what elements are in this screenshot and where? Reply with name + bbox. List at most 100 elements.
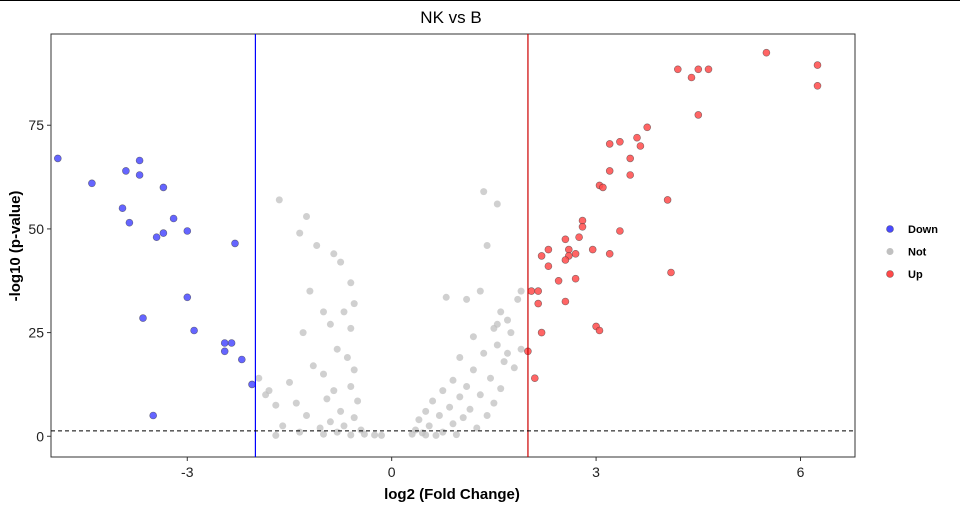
point-up bbox=[605, 167, 614, 175]
series-up bbox=[524, 48, 822, 383]
point-not bbox=[497, 385, 505, 393]
legend: Down Not Up bbox=[886, 224, 938, 281]
y-tick-label: 75 bbox=[28, 117, 44, 133]
x-axis: -3 0 3 6 bbox=[181, 457, 805, 480]
point-up bbox=[643, 123, 652, 132]
point-up bbox=[588, 245, 597, 254]
legend-label: Up bbox=[908, 269, 923, 281]
point-not bbox=[296, 428, 304, 436]
legend-label: Down bbox=[908, 224, 938, 236]
point-up bbox=[813, 82, 822, 90]
chart-title: NK vs B bbox=[420, 8, 481, 27]
point-not bbox=[337, 407, 345, 415]
point-not bbox=[425, 422, 433, 430]
point-not bbox=[360, 430, 368, 438]
plot-panel bbox=[50, 33, 856, 458]
point-not bbox=[466, 405, 474, 413]
point-not bbox=[480, 188, 488, 196]
point-up bbox=[527, 287, 536, 295]
point-not bbox=[493, 200, 501, 208]
point-down bbox=[220, 339, 229, 347]
point-down bbox=[190, 326, 198, 335]
point-not bbox=[493, 320, 501, 328]
point-not bbox=[279, 422, 287, 430]
y-axis: 0 25 50 75 bbox=[28, 117, 51, 444]
point-not bbox=[439, 428, 447, 436]
point-up bbox=[636, 142, 645, 150]
legend-key bbox=[886, 270, 894, 278]
point-not bbox=[347, 279, 355, 287]
x-tick-label: -3 bbox=[181, 464, 194, 480]
point-not bbox=[456, 354, 464, 361]
series-not bbox=[255, 188, 525, 439]
point-up bbox=[616, 227, 624, 235]
point-up bbox=[571, 274, 580, 283]
point-not bbox=[323, 395, 331, 403]
point-not bbox=[476, 391, 484, 399]
point-down bbox=[159, 229, 168, 237]
point-up bbox=[762, 48, 771, 57]
point-not bbox=[320, 430, 327, 438]
point-down bbox=[135, 156, 144, 165]
point-not bbox=[333, 345, 341, 353]
point-not bbox=[459, 414, 467, 422]
point-up bbox=[667, 268, 675, 277]
point-not bbox=[350, 300, 358, 308]
point-not bbox=[262, 391, 270, 399]
x-tick-label: 3 bbox=[592, 464, 600, 480]
point-down bbox=[88, 179, 96, 188]
threshold-lines bbox=[51, 34, 855, 457]
legend-key bbox=[886, 248, 894, 255]
point-not bbox=[303, 213, 310, 220]
point-not bbox=[469, 366, 477, 374]
point-not bbox=[456, 393, 464, 401]
point-down bbox=[53, 154, 62, 163]
point-down bbox=[183, 293, 192, 302]
point-up bbox=[561, 235, 570, 244]
point-up bbox=[704, 65, 713, 74]
legend-key bbox=[886, 225, 894, 233]
point-down bbox=[231, 239, 239, 248]
point-not bbox=[487, 374, 494, 382]
point-up bbox=[595, 326, 604, 335]
point-not bbox=[340, 308, 348, 316]
point-not bbox=[422, 407, 430, 415]
point-up bbox=[673, 65, 682, 74]
point-up bbox=[537, 328, 546, 337]
point-down bbox=[238, 355, 246, 364]
point-not bbox=[378, 431, 385, 439]
point-up bbox=[626, 154, 635, 163]
point-up bbox=[633, 133, 641, 142]
point-down bbox=[149, 411, 157, 420]
point-not bbox=[292, 399, 300, 407]
point-up bbox=[561, 256, 570, 264]
legend-item-down: Down bbox=[886, 224, 938, 236]
point-up bbox=[534, 287, 543, 295]
point-not bbox=[320, 370, 327, 378]
point-not bbox=[463, 383, 471, 390]
point-not bbox=[316, 424, 324, 432]
point-up bbox=[578, 223, 587, 231]
point-up bbox=[564, 245, 573, 254]
point-not bbox=[449, 376, 457, 384]
point-not bbox=[272, 431, 280, 439]
point-not bbox=[497, 308, 505, 316]
x-tick-label: 6 bbox=[797, 464, 805, 480]
point-not bbox=[463, 295, 471, 303]
point-not bbox=[330, 250, 338, 258]
point-not bbox=[500, 358, 508, 366]
point-not bbox=[350, 366, 358, 374]
point-up bbox=[571, 250, 580, 258]
series-down bbox=[53, 154, 256, 420]
point-not bbox=[299, 329, 307, 337]
x-tick-label: 0 bbox=[388, 464, 396, 480]
point-not bbox=[442, 293, 450, 301]
point-down bbox=[248, 380, 256, 389]
point-not bbox=[296, 229, 304, 237]
point-up bbox=[575, 233, 583, 241]
point-down bbox=[227, 339, 236, 347]
point-up bbox=[626, 171, 635, 179]
point-not bbox=[449, 420, 457, 428]
point-not bbox=[333, 428, 341, 436]
point-down bbox=[183, 227, 192, 235]
